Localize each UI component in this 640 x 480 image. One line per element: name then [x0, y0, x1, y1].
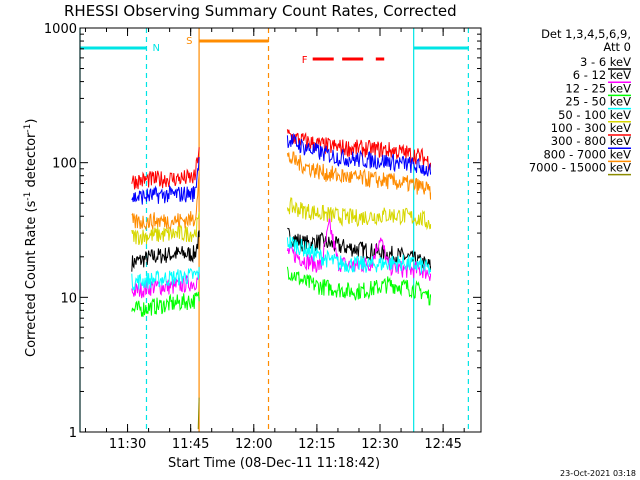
series-line-0 [131, 227, 431, 272]
y-tick-label: 10 [60, 291, 77, 306]
plot-area: N S F [79, 28, 469, 432]
night-flag-label: N [152, 43, 159, 54]
y-axis-label-end: ) [24, 119, 39, 124]
legend-label-4: 50 - 100 keV [558, 108, 631, 122]
legend-label-6: 300 - 800 keV [551, 134, 631, 148]
legend-label-2: 12 - 25 keV [565, 81, 631, 95]
series-line-4 [131, 197, 431, 246]
x-tick-label: 12:00 [235, 437, 272, 452]
saa-flag-label: S [186, 36, 192, 47]
y-axis-label-mid: detector [24, 132, 39, 192]
x-tick-label: 12:45 [424, 437, 461, 452]
y-tick-label: 100 [52, 157, 77, 172]
chart-title: RHESSI Observing Summary Count Rates, Co… [64, 2, 457, 20]
series-line-3 [131, 236, 431, 291]
legend-label-3: 25 - 50 keV [565, 95, 631, 109]
legend-label-5: 100 - 300 keV [551, 121, 631, 135]
x-axis-label: Start Time (08-Dec-11 11:18:42) [168, 456, 380, 471]
y-axis-label-sup1: -1 [23, 192, 33, 201]
plot-frame [79, 27, 482, 433]
y-tick-label: 1 [69, 426, 77, 441]
y-tick-label: 1000 [44, 22, 77, 37]
y-axis-label-main: Corrected Count Rate (s [24, 200, 39, 357]
series-line-6 [131, 132, 431, 205]
x-tick-label: 12:30 [361, 437, 398, 452]
x-tick-label: 11:45 [172, 437, 209, 452]
y-axis-label: Corrected Count Rate (s-1 detector-1) [23, 119, 39, 357]
legend-label-1: 6 - 12 keV [573, 68, 631, 82]
legend-label-8: 7000 - 15000 keV [529, 161, 631, 175]
series-layer [131, 129, 431, 430]
series-line-8 [197, 397, 200, 430]
legend-label-0: 3 - 6 keV [580, 55, 631, 69]
series-line-2 [131, 266, 431, 317]
series-line-7 [131, 151, 431, 232]
y-axis-label-sup2: -1 [23, 124, 33, 133]
legend-title-line1: Det 1,3,4,5,6,9, [541, 27, 631, 41]
x-tick-label: 11:30 [109, 437, 146, 452]
flare-flag-label: F [302, 55, 308, 66]
legend-title-line2: Att 0 [603, 40, 631, 54]
series-line-5 [131, 129, 431, 190]
axes: 1 10 100 1000 11:30 11:45 12:00 12:15 12:30 12:45 [44, 22, 482, 452]
x-tick-label: 12:15 [298, 437, 335, 452]
legend-label-7: 800 - 7000 keV [543, 147, 631, 161]
footer-timestamp: 23-Oct-2021 03:18 [560, 469, 636, 478]
